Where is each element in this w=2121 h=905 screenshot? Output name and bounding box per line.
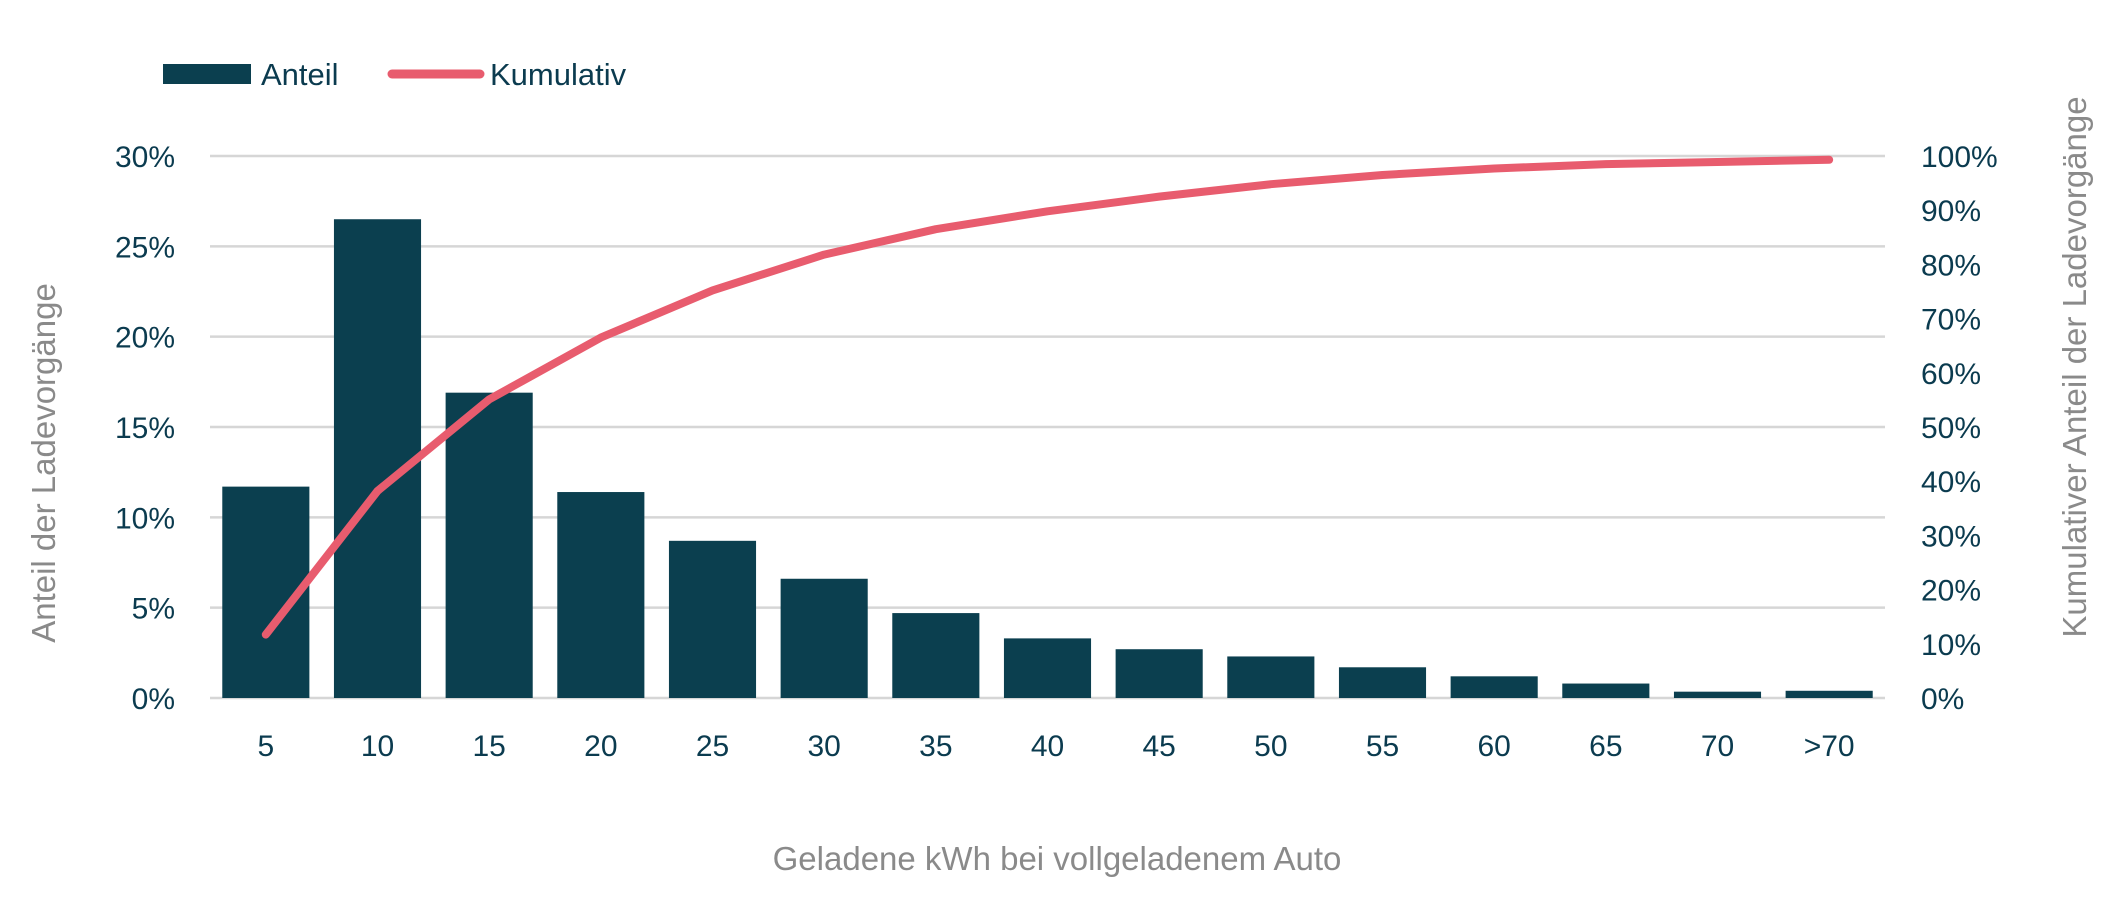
legend: Anteil Kumulativ [163,57,627,92]
x-tick-label: 45 [1142,730,1175,763]
y-tick-label: 5% [132,593,175,626]
y-tick-label: 30% [115,141,175,174]
bar [1338,667,1427,698]
bar [1115,649,1203,698]
y2-tick-label: 20% [1921,575,1981,608]
bar [1785,690,1873,698]
y2-tick-label: 80% [1921,249,1981,282]
y2-tick-label: 40% [1921,466,1981,499]
y2-tick-label: 0% [1921,683,1964,716]
x-tick-label: 60 [1477,730,1510,763]
x-tick-label: 25 [696,730,729,763]
x-axis-title: Geladene kWh bei vollgeladenem Auto [773,840,1342,877]
y2-axis-title: Kumulativer Anteil der Ladevorgänge [2056,96,2093,637]
x-tick-label: 40 [1031,730,1064,763]
x-tick-label: 50 [1254,730,1287,763]
y2-tick-label: 30% [1921,520,1981,553]
bar [892,613,980,698]
x-tick-label: >70 [1804,730,1855,763]
x-tick-label: 65 [1589,730,1622,763]
bar-series [222,219,1873,698]
y2-tick-label: 70% [1921,304,1981,337]
x-tick-label: 70 [1701,730,1734,763]
y2-tick-label: 100% [1921,141,1998,174]
y-tick-label: 0% [132,683,175,716]
legend-label-bar: Anteil [261,57,339,92]
bar [780,578,868,698]
cumulative-line [261,155,1834,639]
axes: 0% 5% 10% 15% 20% 25% 30% 0% 10% 20% 30% 40% 50% 60% 7… [115,141,1998,763]
bar [1003,638,1092,698]
bar [557,492,645,698]
x-tick-label: 30 [807,730,840,763]
x-tick-label: 10 [361,730,394,763]
bar [1227,656,1315,698]
x-tick-label: 15 [472,730,505,763]
y2-tick-label: 90% [1921,195,1981,228]
x-tick-label: 20 [584,730,617,763]
y-tick-label: 20% [115,322,175,355]
x-tick-label: 55 [1366,730,1399,763]
bar [1562,683,1650,698]
line-series [261,155,1834,639]
bar [445,392,533,698]
y2-tick-label: 60% [1921,358,1981,391]
y-tick-label: 25% [115,231,175,264]
bar [333,219,422,698]
bar [1450,676,1538,698]
legend-swatch-bar [163,64,251,84]
x-tick-label: 5 [257,730,274,763]
y-axis-title: Anteil der Ladevorgänge [25,283,62,643]
bar [668,540,757,698]
x-tick-label: 35 [919,730,952,763]
legend-label-line: Kumulativ [490,57,627,92]
bar [1673,691,1762,698]
y-tick-label: 15% [115,412,175,445]
y-tick-label: 10% [115,502,175,535]
y2-tick-label: 10% [1921,629,1981,662]
y2-tick-label: 50% [1921,412,1981,445]
